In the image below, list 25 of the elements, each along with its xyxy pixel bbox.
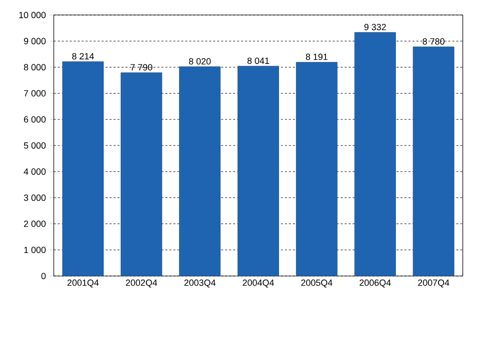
data-label: 8 020 (189, 58, 211, 64)
data-label: 8 780 (422, 38, 444, 45)
x-tick-label: 2001Q4 (68, 280, 99, 288)
x-tick-label: 2006Q4 (360, 280, 391, 288)
x-tick-label: 2007Q4 (418, 280, 450, 288)
y-tick-label: 3 000 (24, 194, 46, 201)
data-label: 8 191 (306, 54, 328, 60)
x-tick-label: 2004Q4 (242, 280, 274, 288)
data-label: 8 214 (72, 53, 94, 60)
y-tick-label: 7 000 (24, 90, 46, 96)
data-label: 9 332 (364, 24, 386, 30)
data-label: 8 041 (247, 58, 270, 64)
y-tick-label: 8 000 (24, 64, 46, 70)
x-tick-label: 2002Q4 (126, 280, 158, 288)
y-tick-label: 0 (41, 272, 46, 280)
y-tick-label: 2 000 (24, 220, 46, 227)
data-label: 7 790 (130, 64, 152, 70)
x-tick-label: 2005Q4 (301, 280, 332, 288)
y-tick-label: 1 000 (24, 246, 46, 254)
y-tick-label: 5 000 (24, 142, 46, 149)
y-tick-label: 4 000 (24, 168, 46, 175)
y-tick-label: 6 000 (24, 116, 46, 123)
y-tick-label: 10 000 (19, 12, 46, 18)
x-tick-label: 2003Q4 (184, 280, 216, 288)
y-tick-label: 9 000 (24, 38, 46, 44)
